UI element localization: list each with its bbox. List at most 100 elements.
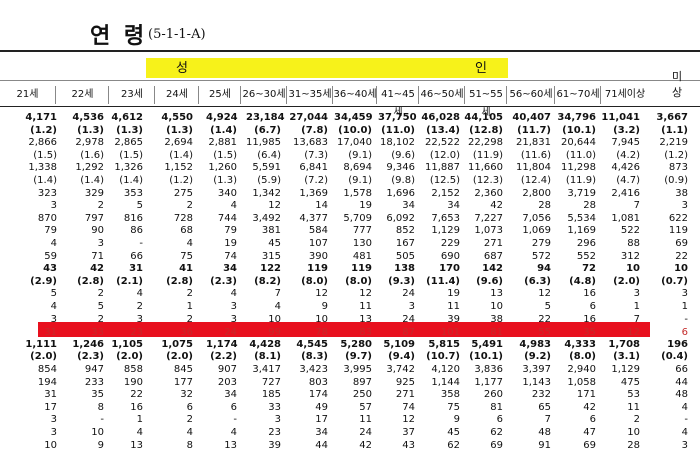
table-cell: 505 <box>395 250 415 262</box>
table-cell: 28 <box>583 200 596 212</box>
table-cell: 48 <box>675 389 688 401</box>
table-cell: 233 <box>84 376 104 388</box>
table-cell: 3 <box>50 313 57 325</box>
table-cell: 3,995 <box>343 364 372 375</box>
table-cell: 11 <box>447 301 460 312</box>
table-cell: 777 <box>352 225 372 237</box>
table-cell: 3 <box>681 200 688 212</box>
supergroup-label-right: 인 <box>475 61 487 76</box>
table-cell: (12.4) <box>520 175 551 186</box>
table-cell: 11,887 <box>425 162 460 174</box>
table-cell: 11 <box>359 301 372 312</box>
table-cell: 340 <box>217 187 237 199</box>
table-cell: 79 <box>224 225 237 237</box>
table-cell: 1,260 <box>208 162 237 174</box>
table-cell: 44 <box>675 376 688 388</box>
table-cell: 1 <box>136 414 143 426</box>
table-cell: 8,694 <box>343 162 372 174</box>
table-cell: 4 <box>50 238 57 249</box>
table-cell: 10 <box>490 301 503 312</box>
table-cell: 10 <box>268 313 281 325</box>
table-cell: 4,426 <box>611 162 640 174</box>
table-cell: (8.0) <box>301 275 328 287</box>
table-cell: (6.7) <box>254 124 281 136</box>
table-cell: 12 <box>538 288 551 300</box>
table-cell: 1,326 <box>114 162 143 174</box>
table-cell: (9.3) <box>388 275 415 287</box>
table-row: 323 329 353 275 340 1,342 1,369 1,578 1,696 2,152… <box>0 187 700 200</box>
table-cell: 1,152 <box>164 162 193 174</box>
supergroup-rule <box>0 80 700 81</box>
table-cell: 44 <box>315 439 328 451</box>
table-cell: 3,423 <box>299 364 328 375</box>
table-cell: 3 <box>681 439 688 451</box>
table-cell: 24 <box>402 313 415 325</box>
table-cell: 6 <box>681 326 688 338</box>
table-row: 4 5 2 1 3 4 9 11 3 11 10 5 6 1 1 <box>0 300 700 313</box>
table-cell: 34 <box>224 389 237 401</box>
table-cell: 5 <box>97 301 104 312</box>
column-header: 46~50세 <box>418 86 465 104</box>
table-cell: 6,092 <box>386 212 415 224</box>
table-cell: 42 <box>490 200 503 212</box>
table-cell: 7,945 <box>611 137 640 149</box>
table-cell: (10.1) <box>469 351 503 363</box>
column-header: 24세 <box>154 86 199 104</box>
table-cell: 171 <box>576 389 596 401</box>
table-cell: (8.0) <box>345 275 372 287</box>
column-header: 51~55세 <box>464 86 507 118</box>
table-cell: 17 <box>315 414 328 426</box>
table-cell: 312 <box>620 250 640 262</box>
table-cell: 75 <box>180 250 193 262</box>
table-cell: 4,924 <box>206 112 238 123</box>
table-cell: 75 <box>447 401 460 413</box>
table-cell: 1 <box>633 301 640 312</box>
table-cell: 2 <box>97 200 104 212</box>
table-cell: 10 <box>626 263 640 275</box>
table-cell: 727 <box>261 376 281 388</box>
table-cell: 315 <box>261 250 281 262</box>
table-cell: 7 <box>633 200 640 212</box>
table-cell: (1.4) <box>119 175 143 186</box>
table-cell: 48 <box>538 427 551 438</box>
table-cell: 3 <box>50 427 57 438</box>
table-row: (1.4) (1.4) (1.4) (1.2) (1.3) (5.9) (7.2) (9.1)… <box>0 174 700 187</box>
table-cell: (11.9) <box>565 175 596 186</box>
column-header: 36~40세 <box>332 86 377 104</box>
table-cell: 5,491 <box>471 338 503 350</box>
table-cell: 5 <box>136 200 143 212</box>
table-cell: 271 <box>483 238 503 249</box>
table-cell: 47 <box>583 427 596 438</box>
table-cell: 2 <box>186 200 193 212</box>
table-cell: 101 <box>440 326 460 338</box>
table-cell: 27,044 <box>289 112 328 123</box>
table-cell: 4 <box>186 427 193 438</box>
table-cell: 7,227 <box>474 212 503 224</box>
table-cell: 2,865 <box>114 137 143 149</box>
table-cell: 88 <box>627 238 640 249</box>
table-cell: 6 <box>230 401 237 413</box>
table-cell: 3 <box>50 414 57 426</box>
table-cell: 11,041 <box>601 112 640 123</box>
table-cell: 23 <box>268 427 281 438</box>
table-cell: 10 <box>674 263 688 275</box>
table-cell: 3 <box>230 301 237 312</box>
table-cell: 8 <box>97 401 104 413</box>
table-cell: 99 <box>268 326 281 338</box>
table-cell: 3 <box>633 288 640 300</box>
table-cell: 1,696 <box>386 187 415 199</box>
table-cell: (5.9) <box>257 175 281 186</box>
table-cell: 72 <box>582 263 596 275</box>
table-cell: 36 <box>180 326 193 338</box>
table-cell: (6.4) <box>257 149 281 161</box>
table-row: 17 8 16 6 6 33 49 57 74 75 81 65 42 11 4 <box>0 401 700 414</box>
table-cell: 167 <box>395 238 415 249</box>
table-cell: (9.6) <box>476 275 503 287</box>
table-row: 4 3 - 4 19 45 107 130 167 229 271 279 296 88 69 <box>0 237 700 250</box>
table-cell: 13 <box>224 439 237 451</box>
table-cell: 5,109 <box>383 338 415 350</box>
table-cell: 74 <box>224 250 237 262</box>
table-row: 2,866 2,978 2,865 2,694 2,881 11,985 13,683 17,… <box>0 136 700 149</box>
table-cell: 852 <box>395 225 415 237</box>
table-cell: 12 <box>359 288 372 300</box>
